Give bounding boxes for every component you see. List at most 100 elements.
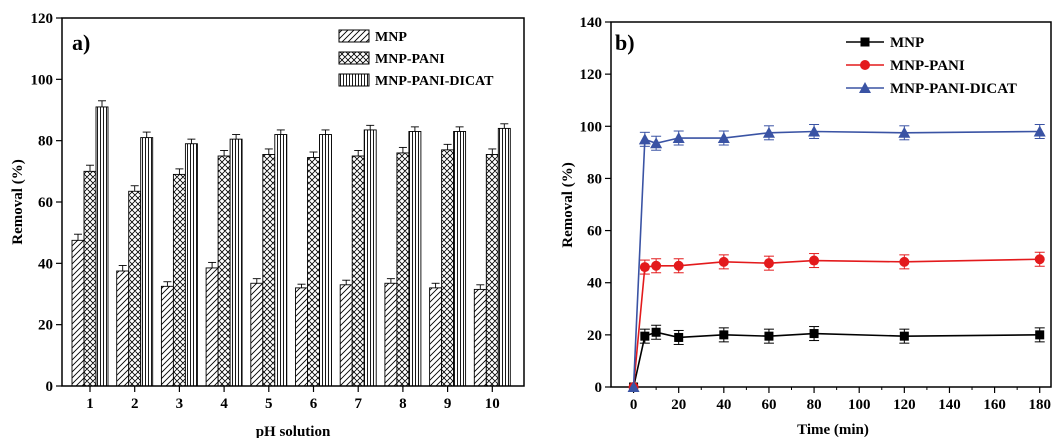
- bar: [274, 134, 288, 387]
- x-tick-label: 100: [848, 397, 871, 413]
- x-tick-label: 6: [310, 396, 318, 412]
- x-tick-label: 140: [938, 397, 961, 413]
- y-tick-label: 140: [580, 15, 603, 31]
- data-point: [899, 256, 910, 267]
- data-point-group: [672, 130, 685, 146]
- legend-entry: MNP-PANI-DICAT: [846, 81, 1017, 97]
- data-point: [674, 332, 684, 342]
- error-bar: [175, 168, 184, 175]
- y-tick-label: 100: [580, 119, 603, 135]
- data-point: [899, 331, 909, 341]
- bar: [95, 106, 109, 387]
- y-tick-label: 120: [580, 67, 603, 83]
- data-point-group: [762, 125, 775, 141]
- error-bar: [276, 129, 285, 135]
- data-point: [638, 133, 651, 145]
- error-bar: [187, 138, 196, 144]
- x-tick-label: 7: [354, 396, 362, 412]
- bar: [71, 239, 85, 387]
- data-point-group: [651, 324, 662, 340]
- data-point: [898, 126, 911, 138]
- data-point: [627, 381, 640, 392]
- bar: [160, 285, 174, 387]
- data-point-group: [651, 258, 662, 274]
- data-point-group: [1034, 251, 1045, 267]
- legend-a-swatch-mnp-pani-dicat: [338, 73, 370, 87]
- data-point-group: [673, 258, 684, 274]
- data-point: [640, 331, 650, 341]
- chart-a-panel-label: a): [72, 30, 90, 55]
- error-bar: [297, 283, 306, 288]
- error-bar: [98, 100, 106, 107]
- x-tick-label: 180: [1028, 397, 1051, 413]
- error-bar: [410, 126, 419, 132]
- bar: [229, 138, 243, 387]
- data-point-group: [627, 381, 640, 392]
- legend-label: MNP-PANI-DICAT: [890, 81, 1017, 97]
- legend-label: MNP-PANI: [890, 58, 965, 74]
- data-point-group: [638, 131, 651, 147]
- y-tick-label: 80: [38, 134, 53, 150]
- data-point: [1035, 330, 1045, 340]
- data-point: [673, 260, 684, 271]
- error-bar: [386, 278, 395, 284]
- error-bar: [309, 151, 318, 158]
- y-tick-label: 0: [595, 380, 603, 396]
- data-point: [718, 256, 729, 267]
- y-tick-label: 20: [587, 328, 602, 344]
- error-bar: [74, 233, 82, 241]
- data-point-group: [639, 328, 650, 344]
- data-point-group: [899, 328, 910, 344]
- data-point: [860, 37, 870, 47]
- data-point-group: [639, 259, 650, 275]
- legend-entry: MNP: [846, 35, 924, 51]
- error-bar: [354, 150, 363, 156]
- error-bar: [443, 143, 452, 150]
- error-bar: [264, 148, 273, 155]
- error-bar: [220, 150, 229, 156]
- y-tick-label: 0: [46, 379, 54, 395]
- series-line: [632, 258, 1040, 388]
- data-point: [672, 132, 685, 144]
- series-line: [632, 130, 1040, 388]
- error-bar: [118, 265, 127, 271]
- y-tick-label: 120: [31, 11, 54, 27]
- x-tick-label: 160: [983, 397, 1006, 413]
- error-bar: [86, 164, 94, 172]
- error-bar: [130, 185, 139, 192]
- data-point: [650, 137, 663, 149]
- data-point: [809, 329, 819, 339]
- legend-label: MNP: [890, 35, 924, 51]
- data-point: [764, 331, 774, 341]
- bar: [184, 143, 198, 387]
- chart-a-xlabel: pH solution: [256, 424, 331, 438]
- x-tick-label: 2: [131, 396, 139, 412]
- series-line: [632, 331, 1040, 388]
- x-tick-label: 10: [485, 396, 500, 412]
- chart-a-axes: 0 20 40 60 80 100 120 1 2 3 4 5 6 7 8 9 10: [31, 11, 500, 412]
- x-tick-label: 40: [716, 397, 731, 413]
- error-bar: [252, 278, 261, 284]
- chart-a-legend: MNP MNP-PANI MNP-PANI-DICAT: [338, 29, 494, 89]
- data-point-group: [718, 327, 729, 343]
- data-point-group: [808, 124, 821, 139]
- legend-a-label-mnp: MNP: [375, 30, 407, 45]
- bar: [473, 288, 487, 387]
- x-tick-label: 120: [893, 397, 916, 413]
- chart-b-xlabel: Time (min): [797, 422, 869, 438]
- data-point: [762, 126, 775, 138]
- error-bar: [342, 279, 351, 285]
- bar: [319, 134, 332, 387]
- error-bar: [142, 131, 151, 138]
- chart-b: 0 20 40 60 80 100 120 140 0 20 40 60 80 100 120 140 160 1…: [560, 15, 1052, 438]
- legend-a-swatch-mnp: [338, 29, 370, 43]
- data-point: [860, 60, 870, 70]
- bar: [262, 154, 276, 387]
- bar: [408, 131, 422, 387]
- bar: [217, 155, 231, 387]
- y-tick-label: 80: [587, 171, 602, 187]
- error-bar: [208, 261, 217, 268]
- bar: [250, 282, 264, 387]
- error-bar: [321, 129, 330, 135]
